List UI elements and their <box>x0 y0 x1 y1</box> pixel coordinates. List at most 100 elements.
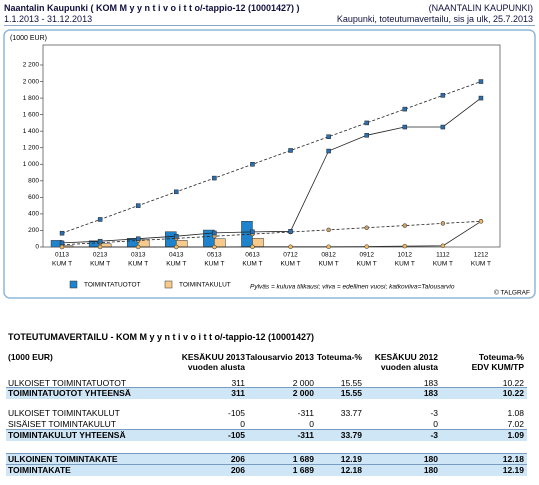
x-tick-label-line2: KUM T <box>280 261 300 268</box>
point <box>288 229 293 234</box>
x-tick-label-line2: KUM T <box>471 261 491 268</box>
column-header: Toteuma-% <box>478 352 524 362</box>
x-tick-label-line2: KUM T <box>433 261 453 268</box>
y-tick-label: 2 000 <box>23 78 40 85</box>
x-tick-label: 1012 <box>398 252 413 259</box>
cell-value: -3 <box>430 408 438 418</box>
point <box>326 148 331 154</box>
x-tick-label: 0812 <box>321 252 336 259</box>
cell-value: 183 <box>423 378 438 388</box>
chart: (1000 EUR) Pylväs = kuluva tilikausi; vi… <box>3 29 536 299</box>
row-label: ULKOISET TOIMINTAKULUT <box>8 408 120 418</box>
x-tick-label: 0213 <box>93 252 108 259</box>
cell-value: -105 <box>227 408 245 418</box>
point <box>440 124 446 130</box>
y-tick-label: 200 <box>28 227 39 234</box>
x-tick-label-line2: KUM T <box>395 261 415 268</box>
x-tick-label: 1212 <box>474 252 489 259</box>
column-header: Talousarvio 2013 <box>245 352 314 362</box>
point <box>440 221 446 226</box>
point <box>402 223 408 228</box>
x-tick-label: 0113 <box>55 252 69 259</box>
x-tick-label-line2: KUM T <box>357 261 377 268</box>
row-label: ULKOISET TOIMINTATUOTOT <box>8 378 127 388</box>
line <box>62 221 482 248</box>
point <box>135 244 141 250</box>
x-tick-label-line2: KUM T <box>90 261 110 268</box>
y-tick-label: 1 000 <box>23 161 40 168</box>
x-tick-label-line2: KUM T <box>166 261 186 268</box>
cell-value: 311 <box>231 378 245 388</box>
cell-value: 33.77 <box>340 408 362 418</box>
x-tick-label: 0513 <box>207 252 222 259</box>
cell-value: 1.09 <box>507 430 524 440</box>
column-header: Toteuma-% <box>316 352 362 362</box>
point <box>288 148 293 153</box>
x-tick-label: 0613 <box>245 252 260 259</box>
cell-value: 180 <box>423 465 438 475</box>
point <box>326 134 331 139</box>
x-tick-label-line2: KUM T <box>128 261 148 268</box>
point <box>288 244 293 250</box>
point <box>59 230 65 236</box>
column-header: KESÄKUU 2012 <box>374 352 438 362</box>
point <box>402 243 408 249</box>
x-tick-label: 1112 <box>436 252 450 259</box>
x-tick-label-line2: KUM T <box>319 261 339 268</box>
chart-frame <box>3 29 536 299</box>
point <box>135 236 141 241</box>
y-tick-label: 600 <box>28 194 39 201</box>
point <box>326 244 331 250</box>
legend-swatch <box>164 280 173 289</box>
point <box>478 219 484 224</box>
point <box>174 189 179 195</box>
cell-value: 15.55 <box>340 378 362 388</box>
organization: (NAANTALIN KAUPUNKI) <box>428 3 533 13</box>
x-tick-label: 0413 <box>169 252 184 259</box>
legend-label: TOIMINTAKULUT <box>179 282 231 289</box>
cell-value: 206 <box>230 454 245 464</box>
legend-swatch <box>69 280 78 289</box>
row-highlight <box>6 464 527 476</box>
row-label: SISÄISET TOIMINTAKULUT <box>8 419 117 429</box>
cell-value: 0 <box>433 419 438 429</box>
report-info: Kaupunki, toteutumavertailu, sis ja ulk,… <box>336 14 533 24</box>
point <box>364 133 369 138</box>
cell-value: 12.19 <box>502 465 524 475</box>
cell-value: 12.18 <box>502 454 524 464</box>
point <box>97 217 103 222</box>
point <box>364 120 369 126</box>
line <box>61 97 482 244</box>
column-header: vuoden alusta <box>380 362 438 372</box>
cell-value: 1 689 <box>292 454 314 464</box>
separator <box>4 25 535 26</box>
y-tick-label: 800 <box>28 178 39 185</box>
y-tick-label: 2 200 <box>23 62 40 69</box>
point <box>478 79 484 84</box>
point <box>326 227 331 233</box>
point <box>97 238 103 244</box>
point <box>478 95 484 101</box>
cell-value: 1 689 <box>292 465 314 475</box>
y-tick-label: 0 <box>35 244 39 251</box>
column-header: EDV KUM/TP <box>471 362 524 372</box>
cell-value: 2 000 <box>292 378 314 388</box>
y-tick-label: 1 600 <box>23 111 40 118</box>
credit: © TALGRAF <box>494 289 530 297</box>
point <box>402 124 408 130</box>
cell-value: 1.08 <box>507 408 524 418</box>
y-tick-label: 1 200 <box>23 144 40 151</box>
cell-value: 7.02 <box>507 419 524 429</box>
table-title: TOTEUTUMAVERTAILU - KOM M y y n t i v o … <box>8 332 315 342</box>
x-tick-label: 0912 <box>359 252 374 259</box>
cell-value: 206 <box>230 465 245 475</box>
legend-label: TOIMINTATUOTOT <box>84 282 141 289</box>
cell-value: 12.18 <box>340 465 362 475</box>
y-tick-label: 400 <box>28 211 39 218</box>
column-header: KESÄKUU 2013 <box>181 352 245 362</box>
cell-value: -311 <box>297 430 314 440</box>
cell-value: -3 <box>430 430 438 440</box>
y-axis-label: (1000 EUR) <box>10 35 47 42</box>
